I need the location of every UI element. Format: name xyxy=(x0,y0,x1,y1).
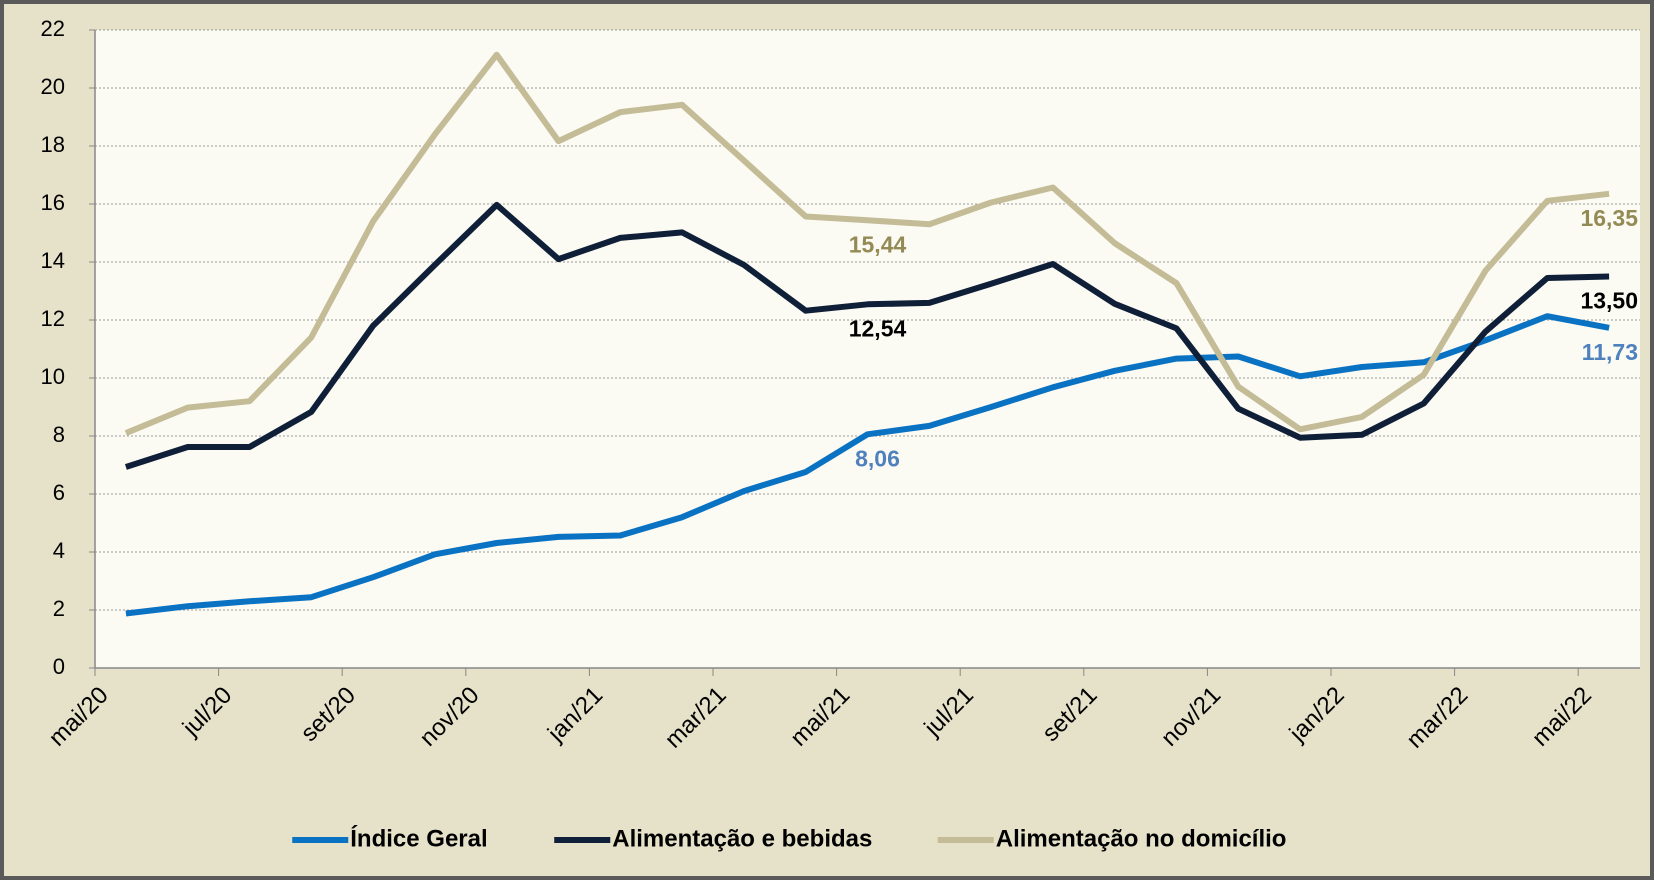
y-tick-label: 18 xyxy=(41,132,65,157)
plot-area xyxy=(95,30,1640,668)
y-tick-label: 14 xyxy=(41,248,65,273)
y-tick-label: 20 xyxy=(41,74,65,99)
y-tick-label: 12 xyxy=(41,306,65,331)
y-tick-label: 8 xyxy=(53,422,65,447)
value-label: 8,06 xyxy=(855,445,900,471)
series-line xyxy=(125,313,1610,617)
legend-label: Alimentação e bebidas xyxy=(612,825,872,852)
series-line xyxy=(124,51,1610,436)
legend-label: Índice Geral xyxy=(350,824,487,852)
y-tick-label: 6 xyxy=(53,480,65,505)
value-label: 12,54 xyxy=(849,315,907,341)
value-label: 16,35 xyxy=(1580,205,1638,231)
y-tick-label: 4 xyxy=(53,538,65,563)
value-label: 13,50 xyxy=(1580,288,1638,314)
y-tick-label: 2 xyxy=(53,596,65,621)
y-tick-label: 0 xyxy=(53,654,65,679)
value-label: 11,73 xyxy=(1582,339,1638,365)
y-tick-label: 16 xyxy=(41,190,65,215)
series-line xyxy=(124,201,1610,470)
value-label: 15,44 xyxy=(849,231,907,257)
y-tick-label: 10 xyxy=(41,364,65,389)
legend-label: Alimentação no domicílio xyxy=(996,825,1287,852)
y-tick-label: 22 xyxy=(41,16,65,41)
